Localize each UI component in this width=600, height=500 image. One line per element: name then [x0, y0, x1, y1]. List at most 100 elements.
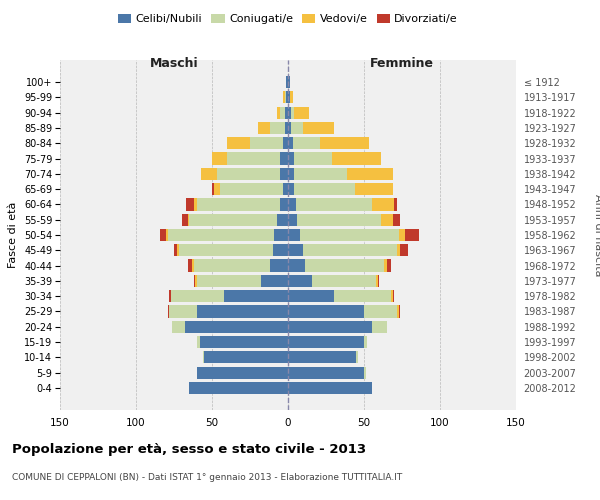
Bar	[179, 244, 273, 256]
Bar	[399, 306, 400, 318]
Y-axis label: Anni di nascita: Anni di nascita	[593, 194, 600, 276]
Bar	[270, 122, 285, 134]
Bar	[300, 229, 399, 241]
Bar	[277, 214, 288, 226]
Bar	[294, 168, 347, 180]
Y-axis label: Fasce di età: Fasce di età	[8, 202, 19, 268]
Bar	[288, 122, 291, 134]
Bar	[169, 306, 197, 318]
Bar	[168, 229, 274, 241]
Bar	[280, 106, 285, 118]
Bar	[397, 306, 399, 318]
Bar	[194, 198, 197, 210]
Bar	[197, 198, 280, 210]
Bar	[197, 366, 288, 379]
Bar	[166, 229, 168, 241]
Bar	[250, 137, 283, 149]
Bar	[280, 198, 288, 210]
Bar	[257, 122, 270, 134]
Bar	[273, 244, 288, 256]
Bar	[291, 122, 303, 134]
Bar	[189, 382, 288, 394]
Bar	[200, 336, 288, 348]
Bar	[177, 244, 179, 256]
Bar	[303, 244, 397, 256]
Bar	[283, 137, 288, 149]
Bar	[305, 260, 384, 272]
Bar	[288, 244, 303, 256]
Bar	[288, 306, 364, 318]
Bar	[202, 168, 217, 180]
Bar	[288, 183, 294, 195]
Bar	[288, 275, 313, 287]
Bar	[182, 214, 188, 226]
Bar	[293, 137, 320, 149]
Bar	[205, 352, 288, 364]
Text: Maschi: Maschi	[149, 57, 199, 70]
Bar	[296, 198, 371, 210]
Bar	[288, 352, 356, 364]
Bar	[334, 290, 391, 302]
Bar	[391, 290, 393, 302]
Bar	[377, 275, 379, 287]
Bar	[197, 275, 260, 287]
Bar	[283, 183, 288, 195]
Bar	[160, 229, 166, 241]
Bar	[285, 91, 286, 104]
Bar	[400, 244, 408, 256]
Bar	[220, 183, 283, 195]
Bar	[286, 91, 288, 104]
Bar	[189, 214, 277, 226]
Bar	[194, 275, 195, 287]
Bar	[168, 306, 169, 318]
Bar	[291, 106, 294, 118]
Bar	[355, 183, 393, 195]
Bar	[399, 229, 405, 241]
Bar	[393, 290, 394, 302]
Bar	[212, 183, 214, 195]
Bar	[277, 106, 280, 118]
Bar	[405, 229, 419, 241]
Bar	[288, 382, 371, 394]
Bar	[297, 214, 381, 226]
Bar	[285, 122, 288, 134]
Bar	[288, 198, 296, 210]
Bar	[172, 320, 185, 333]
Bar	[224, 290, 288, 302]
Bar	[376, 275, 377, 287]
Bar	[397, 244, 400, 256]
Bar	[288, 106, 291, 118]
Bar	[171, 290, 224, 302]
Bar	[192, 260, 194, 272]
Bar	[197, 336, 200, 348]
Bar	[188, 214, 189, 226]
Bar	[227, 137, 250, 149]
Bar	[212, 152, 227, 164]
Bar	[214, 183, 220, 195]
Bar	[387, 260, 391, 272]
Bar	[169, 290, 171, 302]
Bar	[288, 260, 305, 272]
Bar	[280, 152, 288, 164]
Bar	[381, 214, 393, 226]
Bar	[288, 152, 294, 164]
Bar	[195, 275, 197, 287]
Bar	[294, 106, 309, 118]
Bar	[371, 198, 394, 210]
Bar	[203, 352, 205, 364]
Text: COMUNE DI CEPPALONI (BN) - Dati ISTAT 1° gennaio 2013 - Elaborazione TUTTITALIA.: COMUNE DI CEPPALONI (BN) - Dati ISTAT 1°…	[12, 472, 402, 482]
Bar	[288, 91, 290, 104]
Bar	[283, 91, 285, 104]
Bar	[227, 152, 280, 164]
Bar	[394, 198, 397, 210]
Bar	[313, 275, 376, 287]
Bar	[270, 260, 288, 272]
Bar	[274, 229, 288, 241]
Bar	[294, 152, 332, 164]
Bar	[290, 91, 293, 104]
Bar	[288, 229, 300, 241]
Bar	[384, 260, 387, 272]
Bar	[286, 76, 288, 88]
Bar	[217, 168, 280, 180]
Bar	[364, 306, 397, 318]
